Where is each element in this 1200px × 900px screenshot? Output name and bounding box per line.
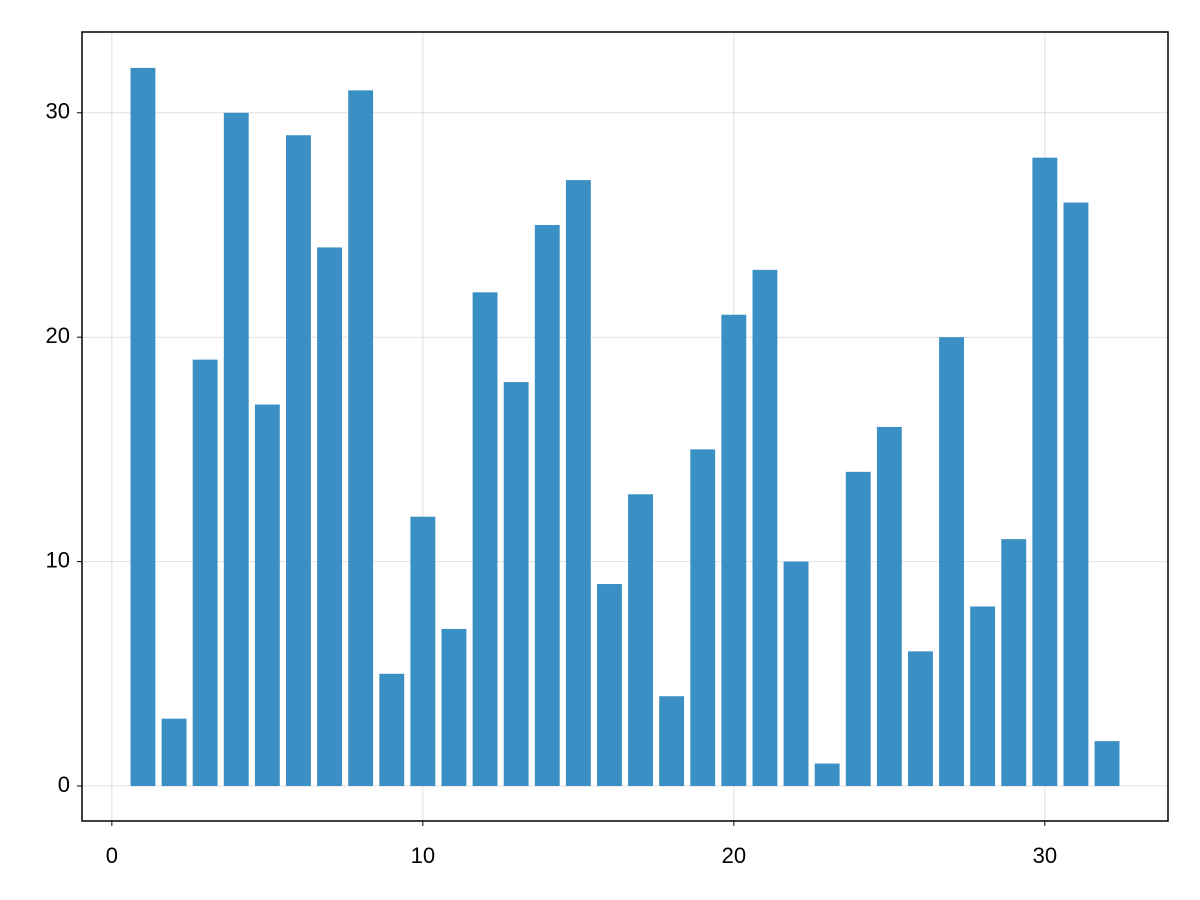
- bar: [939, 337, 964, 786]
- bar: [659, 696, 685, 786]
- bar: [223, 112, 249, 786]
- y-tick-label: 30: [46, 99, 70, 124]
- bar: [286, 135, 311, 786]
- bar: [192, 359, 218, 786]
- bar: [628, 494, 653, 786]
- plot-frame: [81, 31, 1169, 822]
- y-tick-label: 0: [58, 772, 70, 797]
- bar: [752, 269, 778, 786]
- bar: [379, 673, 405, 786]
- bar: [783, 561, 809, 786]
- bar-layer: [130, 67, 1120, 786]
- bar: [721, 314, 747, 786]
- bar: [472, 292, 498, 786]
- y-tick-label: 20: [46, 323, 70, 348]
- bar: [254, 404, 280, 786]
- bar: [1032, 157, 1058, 786]
- y-tick-label: 10: [46, 547, 70, 572]
- bar: [845, 471, 871, 786]
- x-tick-label: 30: [1033, 843, 1057, 868]
- bar: [441, 628, 467, 786]
- bar: [348, 90, 374, 786]
- tick-label-layer: 0 10 20 30 0 10 20 30: [46, 99, 1058, 868]
- bar: [1001, 539, 1027, 786]
- bar: [690, 449, 716, 786]
- bar: [565, 180, 591, 786]
- bar: [970, 606, 996, 786]
- bar: [410, 516, 436, 786]
- bar: [597, 584, 622, 786]
- bar: [1063, 202, 1089, 786]
- bar: [1094, 741, 1120, 786]
- bar: [161, 718, 187, 786]
- bar: [908, 651, 933, 786]
- bar: [503, 382, 529, 786]
- x-tick-label: 20: [722, 843, 746, 868]
- bar: [814, 763, 840, 786]
- bar: [317, 247, 342, 786]
- x-tick-label: 0: [106, 843, 118, 868]
- bar: [534, 224, 560, 786]
- bar: [876, 426, 902, 786]
- x-tick-label: 10: [411, 843, 435, 868]
- bar: [130, 67, 156, 786]
